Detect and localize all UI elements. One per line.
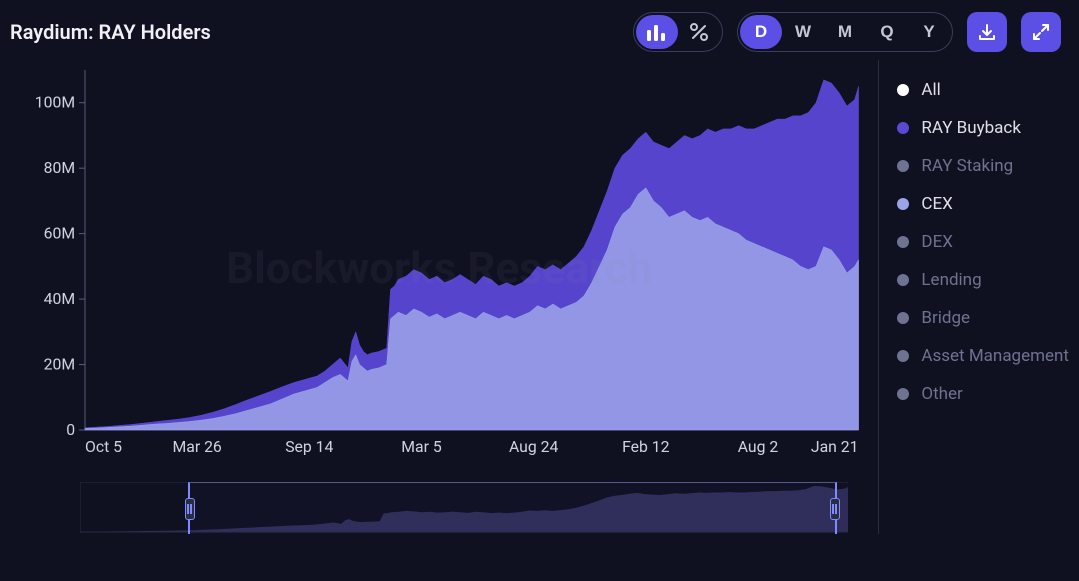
svg-text:Oct 5: Oct 5 bbox=[85, 437, 122, 456]
range-handle-right[interactable] bbox=[830, 498, 840, 520]
range-q[interactable]: Q bbox=[866, 15, 908, 49]
legend-dot bbox=[897, 350, 909, 362]
expand-button[interactable] bbox=[1021, 12, 1061, 52]
legend-label: Asset Management bbox=[921, 346, 1069, 366]
chart-area: 0 20M 40M 60M 80M 100M Oct 5 Mar 26 Sep 14 Mar 5 A… bbox=[10, 60, 879, 534]
view-mode-percent[interactable] bbox=[678, 15, 720, 49]
main-chart[interactable]: 0 20M 40M 60M 80M 100M Oct 5 Mar 26 Sep 14 Mar 5 A… bbox=[10, 60, 868, 460]
header: Raydium: RAY Holders DWMQY bbox=[0, 0, 1079, 60]
legend-item-lending[interactable]: Lending bbox=[897, 270, 1069, 290]
legend-item-dex[interactable]: DEX bbox=[897, 232, 1069, 252]
svg-text:Feb 12: Feb 12 bbox=[622, 437, 669, 456]
range-slider[interactable] bbox=[80, 482, 848, 534]
view-mode-bars[interactable] bbox=[636, 15, 678, 49]
svg-text:Mar 5: Mar 5 bbox=[401, 437, 442, 456]
range-d[interactable]: D bbox=[740, 15, 782, 49]
legend-dot bbox=[897, 160, 909, 172]
legend: All RAY Buyback RAY Staking CEX DEX Lending Br… bbox=[879, 60, 1079, 534]
legend-item-cex[interactable]: CEX bbox=[897, 194, 1069, 214]
range-handle-left[interactable] bbox=[185, 498, 195, 520]
svg-text:0: 0 bbox=[66, 420, 75, 439]
legend-label: All bbox=[921, 80, 940, 100]
download-button[interactable] bbox=[967, 12, 1007, 52]
legend-label: RAY Buyback bbox=[921, 118, 1021, 138]
legend-dot bbox=[897, 312, 909, 324]
legend-label: CEX bbox=[921, 194, 952, 214]
legend-label: Lending bbox=[921, 270, 981, 290]
legend-item-all[interactable]: All bbox=[897, 80, 1069, 100]
expand-icon bbox=[1032, 23, 1050, 41]
legend-item-bridge[interactable]: Bridge bbox=[897, 308, 1069, 328]
range-w[interactable]: W bbox=[782, 15, 824, 49]
legend-dot bbox=[897, 122, 909, 134]
svg-text:Sep 14: Sep 14 bbox=[285, 437, 333, 456]
download-icon bbox=[977, 22, 997, 42]
toolbar: DWMQY bbox=[633, 12, 1061, 52]
legend-dot bbox=[897, 236, 909, 248]
svg-text:40M: 40M bbox=[44, 289, 76, 308]
time-range-group: DWMQY bbox=[737, 12, 953, 52]
svg-text:80M: 80M bbox=[44, 158, 76, 177]
legend-label: Bridge bbox=[921, 308, 970, 328]
legend-dot bbox=[897, 388, 909, 400]
legend-dot bbox=[897, 274, 909, 286]
svg-text:Aug 2: Aug 2 bbox=[738, 437, 779, 456]
view-mode-group bbox=[633, 12, 723, 52]
range-y[interactable]: Y bbox=[908, 15, 950, 49]
legend-label: RAY Staking bbox=[921, 156, 1013, 176]
main: 0 20M 40M 60M 80M 100M Oct 5 Mar 26 Sep 14 Mar 5 A… bbox=[0, 60, 1079, 534]
legend-label: DEX bbox=[921, 232, 952, 252]
page-title: Raydium: RAY Holders bbox=[10, 20, 211, 44]
percent-icon bbox=[689, 22, 709, 42]
legend-dot bbox=[897, 84, 909, 96]
legend-label: Other bbox=[921, 384, 962, 404]
chart-canvas: 0 20M 40M 60M 80M 100M Oct 5 Mar 26 Sep 14 Mar 5 A… bbox=[10, 60, 868, 460]
svg-text:Jan 21: Jan 21 bbox=[811, 437, 859, 456]
svg-text:Aug 24: Aug 24 bbox=[509, 437, 558, 456]
legend-item-ray-buyback[interactable]: RAY Buyback bbox=[897, 118, 1069, 138]
legend-item-asset-management[interactable]: Asset Management bbox=[897, 346, 1069, 366]
range-window[interactable] bbox=[188, 482, 837, 534]
legend-dot bbox=[897, 198, 909, 210]
range-m[interactable]: M bbox=[824, 15, 866, 49]
svg-text:60M: 60M bbox=[44, 224, 76, 243]
svg-text:Mar 26: Mar 26 bbox=[172, 437, 221, 456]
legend-item-ray-staking[interactable]: RAY Staking bbox=[897, 156, 1069, 176]
svg-text:100M: 100M bbox=[35, 93, 75, 112]
svg-text:20M: 20M bbox=[44, 354, 76, 373]
legend-item-other[interactable]: Other bbox=[897, 384, 1069, 404]
bars-icon bbox=[646, 23, 668, 41]
